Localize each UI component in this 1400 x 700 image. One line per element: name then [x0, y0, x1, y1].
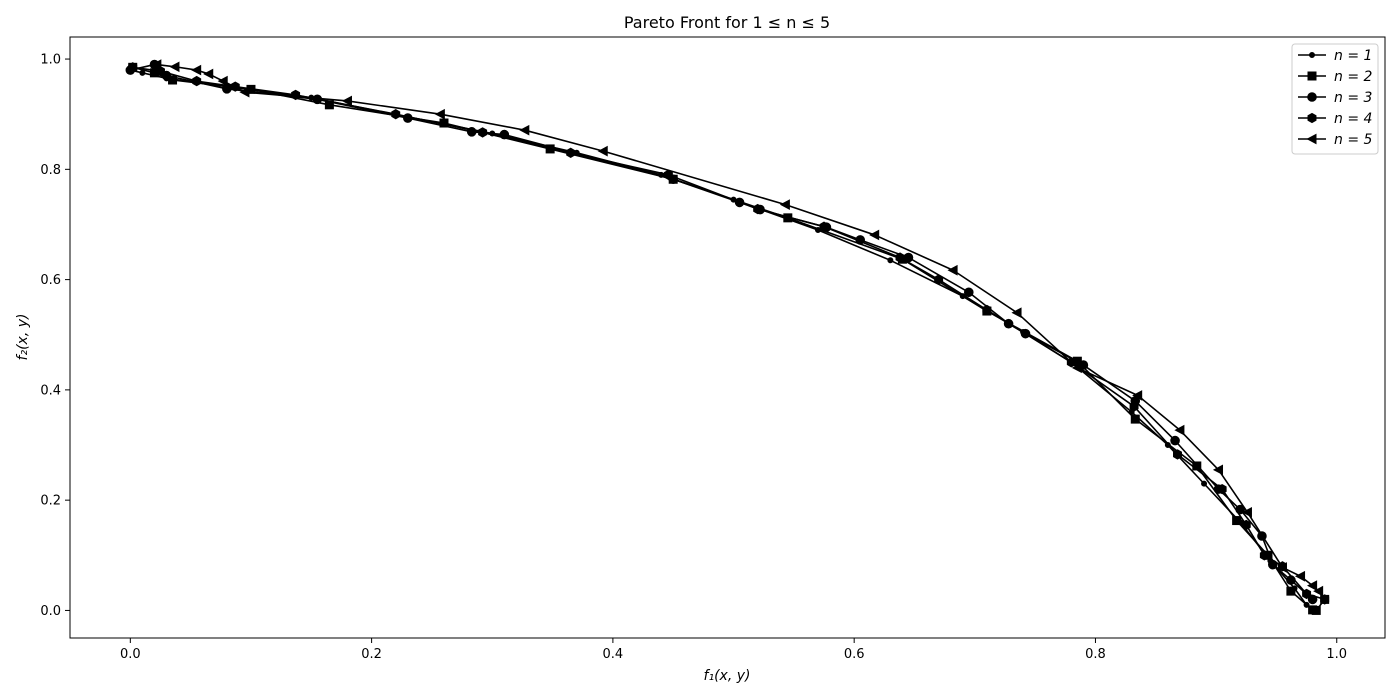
data-point — [1294, 570, 1306, 582]
data-point — [1286, 586, 1296, 596]
data-point — [391, 109, 401, 120]
data-point — [1132, 390, 1143, 401]
chart-title: Pareto Front for 1 ≤ n ≤ 5 — [624, 13, 830, 32]
data-point — [156, 66, 165, 77]
legend-item: n = 3 — [1298, 90, 1372, 106]
x-tick-label: 0.0 — [120, 647, 141, 662]
data-point — [982, 304, 992, 316]
data-point — [191, 64, 202, 76]
data-point — [1320, 594, 1330, 605]
data-point — [1071, 362, 1082, 374]
plot-area-frame — [69, 36, 1386, 639]
data-point — [887, 257, 894, 264]
x-tick-label: 0.2 — [361, 647, 382, 662]
legend-label: n = 1 — [1334, 48, 1372, 64]
legend-marker — [1306, 133, 1317, 145]
data-point — [1129, 401, 1139, 412]
y-axis-label: f₂(x, y) — [15, 314, 31, 361]
legend-item: n = 4 — [1298, 111, 1372, 127]
data-point — [1232, 516, 1242, 526]
series-line — [156, 63, 1320, 592]
data-point — [963, 287, 974, 298]
data-point — [1241, 519, 1251, 531]
data-point — [1011, 307, 1022, 319]
x-tick-label: 1.0 — [1326, 647, 1347, 662]
legend-marker — [1307, 71, 1317, 81]
y-tick-label: 0.8 — [40, 163, 61, 178]
data-point — [1201, 480, 1208, 487]
y-tick-label: 0.6 — [40, 273, 61, 288]
y-tick-label: 0.2 — [40, 494, 61, 509]
series-line — [132, 66, 1325, 601]
data-point — [1174, 424, 1185, 436]
series-line — [132, 66, 1326, 612]
data-point — [291, 89, 301, 101]
data-point — [434, 108, 445, 120]
legend-marker — [1307, 92, 1317, 102]
data-point — [139, 69, 146, 76]
y-tick-label: 0.4 — [40, 383, 61, 398]
legend: n = 1 n = 2 n = 3 n = 4 n = 5 — [1291, 43, 1379, 155]
legend-label: n = 4 — [1334, 111, 1372, 127]
data-point — [1170, 435, 1180, 446]
data-point — [566, 147, 576, 158]
legend-item: n = 1 — [1298, 48, 1372, 64]
data-point — [519, 124, 530, 136]
legend-item: n = 5 — [1298, 132, 1373, 148]
data-point — [753, 203, 763, 215]
data-point — [1241, 506, 1252, 518]
data-point — [1302, 588, 1312, 600]
data-point — [239, 86, 250, 98]
series-line — [130, 69, 1308, 606]
data-point — [1173, 449, 1182, 460]
x-axis: 0.0 0.2 0.4 0.6 0.8 1.0 — [120, 638, 1347, 662]
data-point — [1313, 585, 1324, 597]
data-point — [1212, 464, 1224, 476]
legend-marker — [1309, 52, 1315, 58]
data-point — [869, 229, 880, 241]
data-point — [151, 59, 162, 70]
legend-label: n = 5 — [1334, 132, 1373, 148]
series-1 — [127, 67, 1310, 608]
data-point — [1311, 605, 1321, 615]
y-axis: 0.0 0.2 0.4 0.6 0.8 1.0 — [40, 53, 70, 619]
data-point — [203, 68, 214, 80]
legend-label: n = 2 — [1334, 69, 1373, 85]
data-point — [1276, 562, 1287, 573]
data-point — [895, 252, 905, 263]
data-point — [779, 199, 790, 210]
legend-item: n = 2 — [1298, 69, 1373, 85]
x-tick-label: 0.8 — [1085, 647, 1106, 662]
data-point — [341, 95, 352, 107]
data-point — [934, 274, 944, 285]
series-3 — [125, 59, 1318, 605]
data-point — [217, 75, 228, 87]
data-point — [597, 145, 608, 157]
data-point — [168, 75, 178, 85]
data-point — [1307, 580, 1318, 591]
x-tick-label: 0.4 — [603, 647, 624, 662]
data-point — [819, 221, 829, 232]
data-point — [1217, 483, 1227, 495]
series-4 — [128, 62, 1330, 605]
data-point — [169, 61, 180, 73]
series-layer — [125, 59, 1330, 615]
data-point — [128, 62, 138, 73]
x-axis-label: f₁(x, y) — [704, 668, 751, 684]
data-point — [663, 169, 673, 181]
data-point — [478, 127, 488, 138]
y-tick-label: 1.0 — [40, 53, 61, 68]
data-point — [192, 75, 202, 87]
data-point — [1130, 414, 1140, 424]
series-line — [130, 63, 1314, 600]
data-point — [947, 264, 958, 276]
y-tick-label: 0.0 — [40, 604, 61, 619]
x-tick-label: 0.6 — [844, 647, 865, 662]
legend-label: n = 3 — [1334, 90, 1372, 106]
series-2 — [128, 62, 1330, 615]
data-point — [1259, 550, 1269, 561]
legend-marker — [1307, 112, 1317, 124]
series-5 — [151, 59, 1324, 597]
